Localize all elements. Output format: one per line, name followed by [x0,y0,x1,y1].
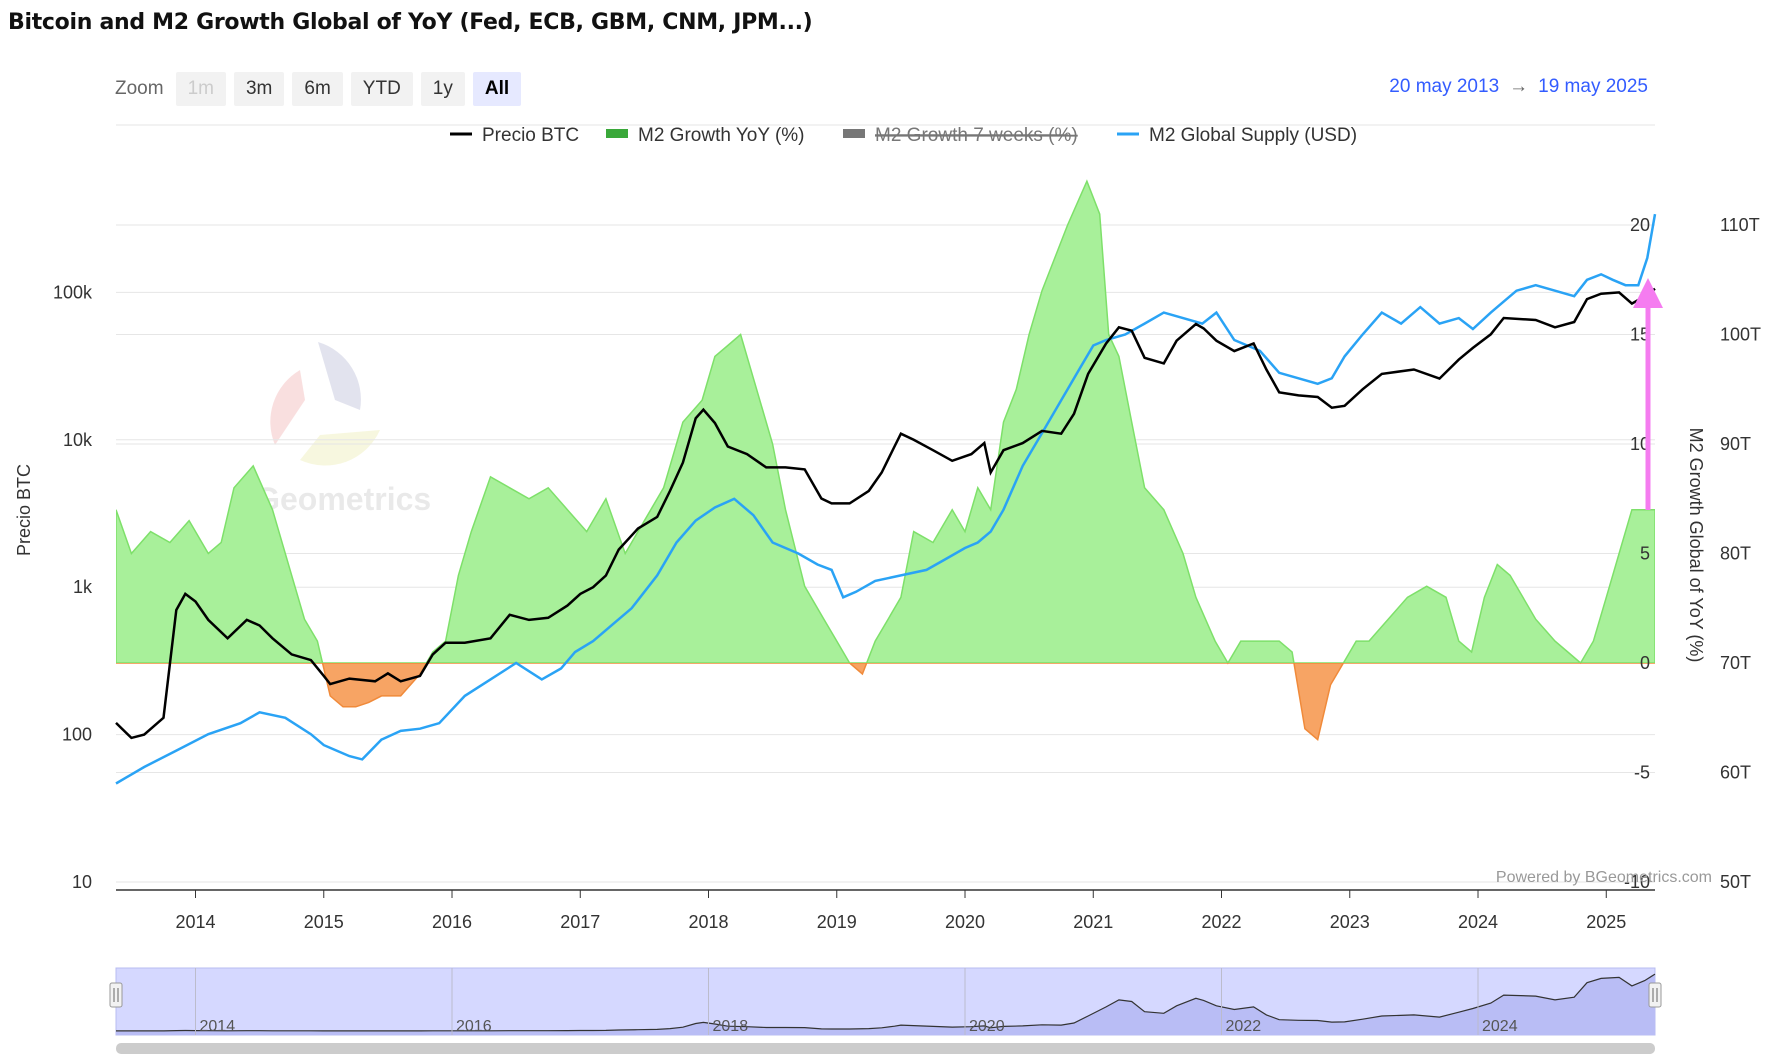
navigator-area [116,974,1655,1035]
navigator-handle-left[interactable] [109,982,123,1008]
m2-growth-area [116,179,1655,741]
supply-tick-label-80T: 80T [1720,544,1751,564]
x-tick-label-2022: 2022 [1201,912,1241,932]
navigator-label-2020: 2020 [969,1018,1005,1035]
m2-tick-label-5: 5 [1640,544,1650,564]
credits-link[interactable]: Powered by BGeometrics.com [1496,869,1712,886]
date-range: 20 may 2013 → 19 may 2025 [1389,76,1648,98]
legend-swatch-1 [606,129,628,138]
zoom-3m-button[interactable]: 3m [233,72,285,106]
supply-tick-label-50T: 50T [1720,872,1751,892]
supply-tick-label-100T: 100T [1720,325,1761,345]
btc-tick-label-10k: 10k [63,430,93,450]
x-tick-label-2020: 2020 [945,912,985,932]
m2-growth-negative-area [116,663,1655,741]
zoom-selector: Zoom 1m 3m 6m YTD 1y All [115,72,522,106]
axes: 2014 2015 2016 2017 2018 2019 2020 2021 2022 2023… [14,215,1761,932]
supply-tick-label-60T: 60T [1720,763,1751,783]
range-from-input[interactable]: 20 may 2013 [1389,76,1500,97]
navigator-line [116,973,1656,1032]
navigator: 2014 2016 2018 2020 2022 2024 [109,967,1662,1054]
navigator-label-2022: 2022 [1226,1018,1262,1035]
m2-tick-label-20: 20 [1630,215,1650,235]
watermark-logo: BGeometrics [232,342,431,517]
zoom-ytd-button[interactable]: YTD [350,72,413,106]
supply-tick-label-110T: 110T [1720,215,1760,235]
range-to-input[interactable]: 19 may 2025 [1538,76,1648,97]
legend-swatch-2 [843,129,865,138]
zoom-all-button[interactable]: All [472,72,522,106]
m2-supply-line [115,213,1657,785]
watermark-logo-yellow-arc [300,430,380,466]
m2-tick-label-0: 0 [1640,653,1650,673]
legend: Precio BTC M2 Growth YoY (%) M2 Growth 7 w… [450,125,1357,146]
watermark-logo-red-arc [270,370,305,445]
navigator-label-2014: 2014 [200,1018,236,1035]
navigator-label-2016: 2016 [456,1018,492,1035]
m2-tick-label--10: -10 [1624,872,1650,892]
x-tick-label-2018: 2018 [688,912,728,932]
legend-item-1[interactable]: M2 Growth YoY (%) [638,125,805,146]
supply-tick-label-90T: 90T [1720,434,1751,454]
btc-price-line [115,287,1656,740]
btc-axis-title: Precio BTC [14,464,34,556]
m2-tick-label--5: -5 [1634,763,1650,783]
x-tick-label-2019: 2019 [817,912,857,932]
btc-tick-label-1k: 1k [73,577,93,597]
zoom-1y-button[interactable]: 1y [420,72,465,106]
btc-series [115,287,1656,740]
m2-tick-label-15: 15 [1630,325,1650,345]
x-tick-label-2014: 2014 [175,912,215,932]
legend-item-3[interactable]: M2 Global Supply (USD) [1149,125,1357,146]
btc-tick-label-100k: 100k [53,282,93,302]
zoom-6m-button[interactable]: 6m [292,72,343,106]
m2-supply-series [115,213,1657,785]
btc-tick-label-100: 100 [62,725,92,745]
navigator-label-2024: 2024 [1482,1018,1518,1035]
range-arrow: → [1509,76,1529,97]
m2-axis-title: M2 Growth Global of YoY (%) [1686,428,1706,663]
x-tick-label-2023: 2023 [1330,912,1370,932]
btc-tick-label-10: 10 [72,872,92,892]
navigator-handle-right[interactable] [1648,982,1662,1008]
x-tick-label-2025: 2025 [1586,912,1626,932]
watermark-logo-blue-arc [318,342,361,410]
supply-tick-label-70T: 70T [1720,653,1751,673]
navigator-scrollbar[interactable] [116,1043,1655,1054]
x-tick-label-2024: 2024 [1458,912,1498,932]
m2-tick-label-10: 10 [1630,434,1650,454]
x-tick-label-2016: 2016 [432,912,472,932]
x-tick-label-2021: 2021 [1073,912,1113,932]
up-arrow-annotation [1633,278,1663,510]
zoom-1m-button[interactable]: 1m [175,72,226,106]
annotation-arrow-head [1633,278,1663,308]
zoom-label: Zoom [115,78,164,99]
navigator-label-2018: 2018 [713,1018,749,1035]
x-tick-label-2017: 2017 [560,912,600,932]
m2-growth-positive-area [116,179,1655,663]
x-tick-label-2015: 2015 [304,912,344,932]
legend-item-0[interactable]: Precio BTC [482,125,579,146]
chart-title: Bitcoin and M2 Growth Global of YoY (Fed… [8,10,813,35]
